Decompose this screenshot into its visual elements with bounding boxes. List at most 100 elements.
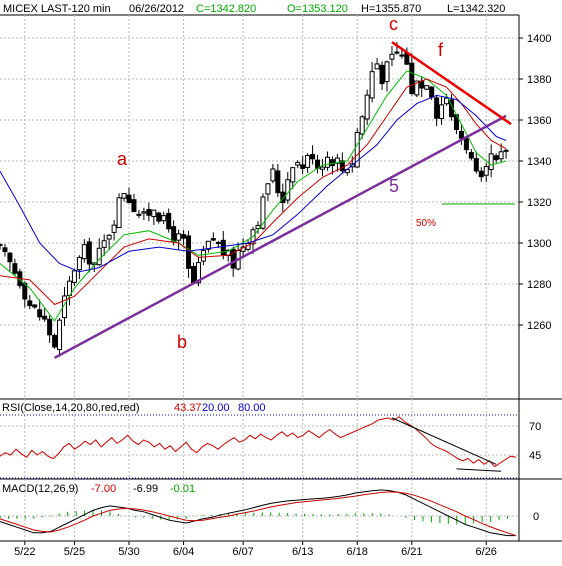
candle-body <box>270 168 276 182</box>
candle-body <box>364 94 370 120</box>
candle-body <box>439 104 445 119</box>
macd-label: MACD(12,26,9) <box>2 483 78 495</box>
price-tick-label: 1300 <box>527 238 551 250</box>
candle-body <box>71 270 77 283</box>
candle-body <box>458 130 464 139</box>
x-tick-label: 5/25 <box>64 546 85 558</box>
candle-body <box>424 85 430 90</box>
rsi-line <box>0 416 517 468</box>
macd-signal-value: -6.99 <box>133 483 158 495</box>
candle-body <box>47 318 53 336</box>
candle-body <box>300 164 306 169</box>
candle-body <box>12 263 18 274</box>
candle-body <box>444 97 450 105</box>
candle-body <box>2 247 8 253</box>
candle-body <box>176 233 182 241</box>
ma-mid-line <box>0 78 507 306</box>
candle-body <box>57 319 63 350</box>
candle-body <box>52 334 58 348</box>
candle-body <box>339 160 345 172</box>
candle-body <box>116 197 122 229</box>
candle-body <box>106 234 112 240</box>
ma-fast-line <box>0 70 507 322</box>
candle-body <box>220 239 226 256</box>
candle-body <box>468 152 474 159</box>
open-value: O=1353.120 <box>287 3 348 15</box>
candle-body <box>334 157 340 164</box>
x-tick-label: 6/13 <box>292 546 313 558</box>
rsi-trendline <box>391 417 497 465</box>
candle-body <box>166 212 172 230</box>
candle-body <box>434 97 440 119</box>
candle-body <box>141 211 147 214</box>
candle-body <box>280 191 286 203</box>
candle-body <box>394 51 400 54</box>
candle-body <box>295 162 301 166</box>
rsi-upper-band: 80.00 <box>238 402 266 414</box>
candle-body <box>181 234 187 239</box>
candle-body <box>136 213 142 216</box>
wave-label-c: c <box>389 14 398 34</box>
wave-label-f: f <box>438 40 444 60</box>
candle-body <box>171 226 177 242</box>
candle-body <box>488 153 494 170</box>
candle-body <box>409 62 415 95</box>
symbol-label: MICEX LAST-120 min <box>3 3 111 15</box>
candle-body <box>498 151 504 160</box>
x-tick-label: 6/07 <box>232 546 253 558</box>
candlesticks <box>0 42 509 357</box>
wave-label-5: 5 <box>389 176 399 196</box>
candle-body <box>399 54 405 57</box>
support-trendline <box>53 114 507 359</box>
candle-body <box>419 80 425 89</box>
candle-body <box>374 63 380 70</box>
high-value: H=1355.870 <box>361 3 421 15</box>
candle-body <box>86 241 92 265</box>
candle-body <box>389 53 395 60</box>
rsi-lower-trendline <box>456 468 502 472</box>
candle-body <box>429 86 435 98</box>
x-tick-label: 6/21 <box>401 546 422 558</box>
macd-line <box>0 489 516 537</box>
rsi-value: 43.37 <box>174 402 202 414</box>
axis-labels: 5/22 5/25 5/30 6/04 6/07 6/13 6/18 6/21 6/26 1260… <box>14 33 551 558</box>
price-tick-label: 1400 <box>527 33 551 45</box>
candle-body <box>478 170 484 178</box>
candle-body <box>320 166 325 170</box>
candle-body <box>384 61 390 83</box>
candle-body <box>151 209 157 217</box>
moving-averages <box>0 70 507 322</box>
candle-body <box>96 247 102 266</box>
rsi-tick-label: 45 <box>529 450 541 462</box>
candle-body <box>126 194 132 203</box>
candle-body <box>310 154 316 160</box>
price-tick-label: 1380 <box>527 74 551 86</box>
candle-body <box>305 155 311 168</box>
candle-body <box>195 262 201 284</box>
wave-label-b: b <box>177 332 187 352</box>
candle-body <box>76 256 82 271</box>
macd-value: -7.00 <box>91 483 116 495</box>
candle-body <box>200 249 206 262</box>
candle-body <box>27 300 33 307</box>
macd-lines <box>0 489 517 537</box>
candle-body <box>265 183 271 195</box>
candle-body <box>285 179 291 201</box>
candle-body <box>483 166 489 176</box>
macd-signal-line <box>0 491 517 537</box>
candle-body <box>186 235 192 269</box>
resistance-trendline <box>391 41 512 126</box>
rsi-lower-band: 20.00 <box>202 402 230 414</box>
candle-body <box>260 196 266 229</box>
candle-body <box>473 158 479 172</box>
candle-body <box>22 282 28 300</box>
x-tick-label: 6/26 <box>476 546 497 558</box>
candle-body <box>121 193 127 199</box>
candle-body <box>37 309 43 318</box>
candle-body <box>379 64 385 85</box>
candle-body <box>290 167 296 183</box>
candle-body <box>329 159 335 167</box>
